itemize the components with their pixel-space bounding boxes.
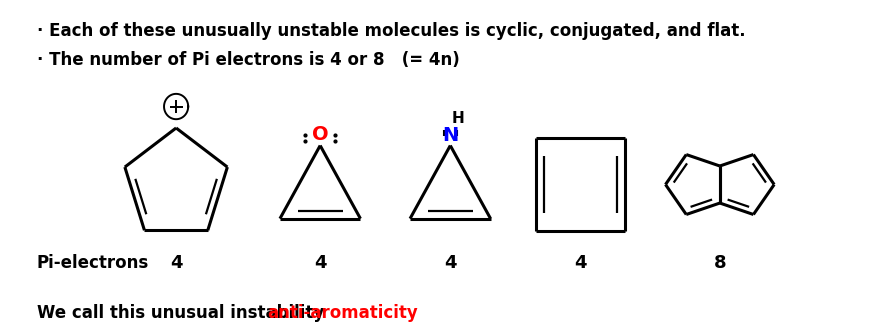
Text: 4: 4: [314, 254, 326, 272]
Text: 4: 4: [170, 254, 182, 272]
Text: · The number of Pi electrons is 4 or 8   (= 4n): · The number of Pi electrons is 4 or 8 (…: [37, 51, 459, 69]
Text: 8: 8: [714, 254, 726, 272]
Text: · Each of these unusually unstable molecules is cyclic, conjugated, and flat.: · Each of these unusually unstable molec…: [37, 22, 745, 40]
Text: 4: 4: [444, 254, 457, 272]
Text: Pi-electrons: Pi-electrons: [37, 254, 149, 272]
Text: O: O: [312, 124, 328, 143]
Text: N: N: [442, 125, 458, 144]
Text: anti-aromaticity: anti-aromaticity: [268, 304, 418, 322]
Text: 4: 4: [574, 254, 587, 272]
Text: We call this unusual instability: We call this unusual instability: [37, 304, 330, 322]
Text: H: H: [451, 111, 464, 126]
